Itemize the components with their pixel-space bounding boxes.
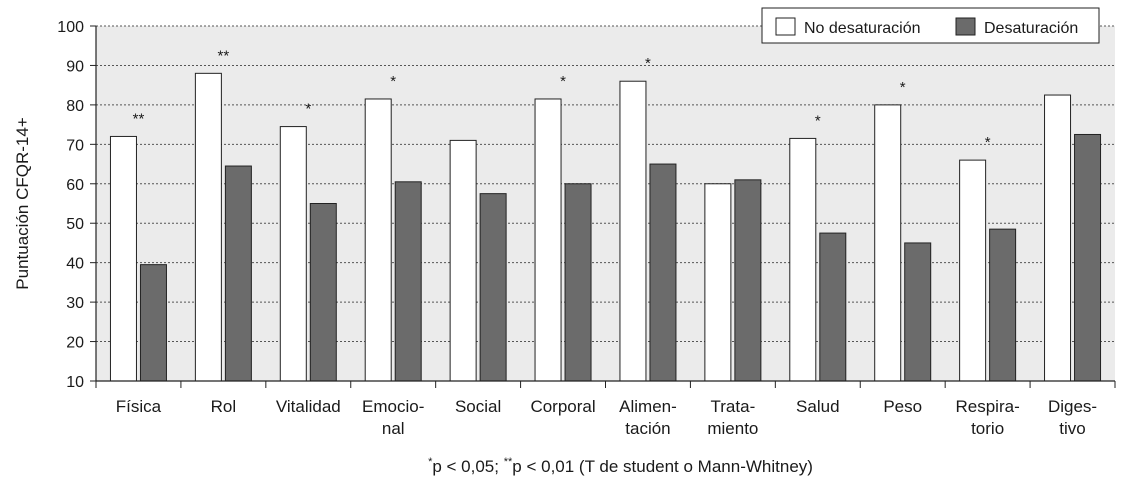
significance-marker: * — [560, 73, 566, 90]
bar-desaturacion-respira-torio — [989, 228, 1017, 382]
x-category-label: Respira- — [956, 397, 1020, 416]
bar-desaturacion-corporal — [564, 183, 592, 382]
x-category-label: Alimen- — [619, 397, 677, 416]
plot-background — [96, 26, 1115, 381]
x-category-label: torio — [971, 419, 1004, 438]
bar-no-desaturacion-respira-torio — [959, 159, 987, 382]
bar-no-desaturacion-alimen-tacion — [619, 80, 647, 382]
bar-desaturacion-alimen-tacion — [649, 163, 677, 382]
footnote-star-1: * — [428, 456, 433, 468]
significance-marker: * — [900, 79, 906, 96]
bar-no-desaturacion-salud — [789, 137, 817, 382]
x-category-label: Social — [455, 397, 501, 416]
x-category-label: Rol — [211, 397, 237, 416]
x-category-label: Vitalidad — [276, 397, 341, 416]
significance-marker: * — [390, 73, 396, 90]
significance-markers: ****** ***** — [133, 47, 991, 151]
legend-label-desaturacion: Desaturación — [984, 20, 1078, 37]
x-category-label: Emocio- — [362, 397, 424, 416]
x-category-label: Trata- — [711, 397, 756, 416]
legend-label-no-desaturacion: No desaturación — [804, 20, 921, 37]
footnote-text-2: p < 0,01 (T de student o Mann-Whitney) — [512, 457, 813, 476]
y-tick-label: 20 — [66, 335, 84, 352]
bar-desaturacion-rol — [224, 165, 252, 382]
y-tick-label: 10 — [66, 374, 84, 391]
y-tick-labels: 10 20 30 40 50 60 70 80 90 100 — [57, 19, 96, 391]
footnote: *p < 0,05; **p < 0,01 (T de student o Ma… — [428, 456, 813, 476]
y-tick-label: 40 — [66, 256, 84, 273]
bar-no-desaturacion-rol — [194, 72, 222, 382]
bar-desaturacion-trata-miento — [734, 179, 762, 382]
x-category-label: tivo — [1059, 419, 1085, 438]
bar-desaturacion-fisica — [139, 264, 167, 382]
footnote-star-2: ** — [504, 456, 513, 468]
footnote-text-1: p < 0,05; — [432, 457, 503, 476]
axes — [95, 26, 1116, 388]
legend-box — [761, 7, 1100, 44]
bar-desaturacion-emocio-nal — [394, 181, 422, 382]
bar-desaturacion-peso — [904, 242, 932, 382]
significance-marker: * — [645, 55, 651, 72]
x-category-label: Salud — [796, 397, 839, 416]
x-category-label: Diges- — [1048, 397, 1097, 416]
significance-marker: ** — [133, 110, 145, 127]
significance-marker: * — [985, 134, 991, 151]
bar-desaturacion-diges-tivo — [1074, 133, 1102, 382]
bar-no-desaturacion-vitalidad — [279, 126, 307, 382]
x-category-label: Física — [116, 397, 162, 416]
bars — [109, 72, 1102, 382]
legend: No desaturación Desaturación — [761, 7, 1100, 44]
x-category-label: nal — [382, 419, 405, 438]
significance-marker: * — [815, 112, 821, 129]
bar-desaturacion-salud — [819, 232, 847, 382]
y-tick-label: 50 — [66, 216, 84, 233]
gridlines — [96, 25, 1115, 343]
legend-swatch-no-desaturacion — [775, 17, 796, 36]
bar-no-desaturacion-emocio-nal — [364, 98, 392, 382]
y-tick-label: 30 — [66, 295, 84, 312]
bar-no-desaturacion-peso — [874, 104, 902, 382]
y-tick-label: 90 — [66, 58, 84, 75]
bar-no-desaturacion-corporal — [534, 98, 562, 382]
y-axis-label: Puntuación CFQR-14+ — [13, 117, 32, 290]
bar-no-desaturacion-fisica — [109, 135, 137, 382]
y-tick-label: 100 — [57, 19, 84, 36]
bar-no-desaturacion-trata-miento — [704, 183, 732, 382]
y-tick-label: 60 — [66, 177, 84, 194]
x-category-label: tación — [625, 419, 670, 438]
bar-desaturacion-social — [479, 193, 507, 382]
y-tick-label: 70 — [66, 137, 84, 154]
x-category-label: Corporal — [530, 397, 595, 416]
significance-marker: ** — [218, 47, 230, 64]
x-category-label: miento — [707, 419, 758, 438]
legend-swatch-desaturacion — [955, 17, 976, 36]
significance-marker: * — [305, 101, 311, 118]
x-category-labels: Física Rol Vitalidad Emocio-nal Social Corpor… — [116, 397, 1097, 438]
y-tick-label: 80 — [66, 98, 84, 115]
bar-no-desaturacion-social — [449, 139, 477, 382]
bar-desaturacion-vitalidad — [309, 203, 337, 382]
bar-no-desaturacion-diges-tivo — [1044, 94, 1072, 382]
x-category-label: Peso — [883, 397, 922, 416]
